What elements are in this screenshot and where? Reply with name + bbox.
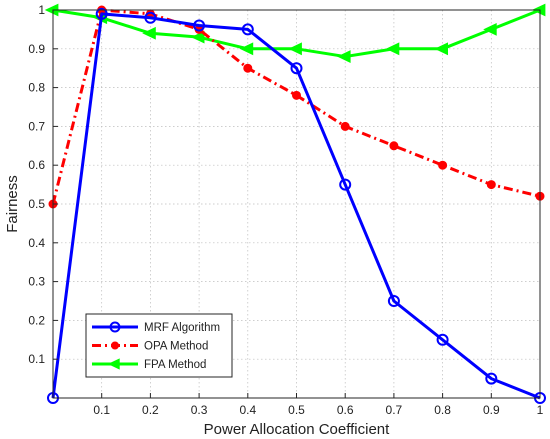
y-tick-label: 0.8 (28, 81, 45, 95)
data-point (385, 42, 400, 56)
legend-label: OPA Method (144, 341, 208, 353)
data-point (340, 121, 350, 131)
y-tick-label: 0.2 (28, 313, 45, 327)
axes: 0.1 0.2 0.3 0.4 0.5 0.6 0.7 0.8 0.9 1 0.1 0.2 0.3 0.4… (28, 3, 543, 417)
data-point (486, 180, 496, 190)
data-point (95, 7, 108, 20)
y-tick-label: 1 (38, 3, 45, 17)
y-tick-label: 0.9 (28, 42, 45, 56)
y-tick-label: 0.5 (28, 197, 45, 211)
data-point (438, 160, 448, 170)
x-tick-label: 1 (537, 403, 544, 417)
data-point (111, 341, 119, 350)
data-point (485, 372, 498, 385)
legend-item: OPA Method (92, 341, 208, 353)
y-tick-label: 0.3 (28, 275, 45, 289)
data-point (243, 63, 253, 73)
data-point (288, 42, 302, 56)
data-point (483, 23, 497, 36)
data-point (436, 333, 449, 346)
data-point (290, 62, 303, 75)
legend: MRF Algorithm OPA Method FPA Method (85, 313, 233, 378)
data-point (292, 90, 301, 100)
x-axis-title: Power Allocation Coefficient (204, 421, 390, 438)
legend-label: FPA Method (144, 359, 206, 371)
x-tick-label: 0.7 (386, 403, 403, 417)
x-tick-label: 0.6 (337, 403, 354, 417)
legend-item: FPA Method (92, 358, 206, 371)
y-tick-label: 0.7 (28, 119, 45, 133)
data-point (190, 30, 205, 44)
data-point (239, 42, 254, 56)
x-tick-label: 0.4 (239, 403, 256, 417)
data-point (337, 50, 351, 63)
data-point (389, 141, 399, 151)
x-tick-label: 0.9 (483, 403, 500, 417)
y-tick-label: 0.1 (28, 352, 45, 366)
x-tick-label: 0.3 (191, 403, 208, 417)
data-point (144, 11, 157, 24)
x-tick-label: 0.8 (434, 403, 451, 417)
x-tick-label: 0.2 (142, 403, 159, 417)
data-point (142, 26, 156, 40)
legend-item: MRF Algorithm (92, 321, 220, 334)
data-point (241, 23, 254, 36)
data-point (109, 321, 121, 333)
data-point (339, 178, 352, 191)
data-point (387, 295, 400, 307)
series-line (51, 12, 541, 400)
data-point (434, 42, 448, 56)
y-axis-title: Fairness (4, 175, 21, 233)
x-tick-label: 0.5 (288, 403, 305, 417)
data-point (193, 19, 206, 32)
series-group (44, 3, 546, 404)
y-tick-label: 0.6 (28, 158, 45, 172)
y-tick-label: 0.4 (28, 236, 45, 250)
data-point (107, 358, 120, 370)
x-tick-label: 0.1 (93, 403, 110, 417)
legend-label: MRF Algorithm (144, 322, 220, 334)
